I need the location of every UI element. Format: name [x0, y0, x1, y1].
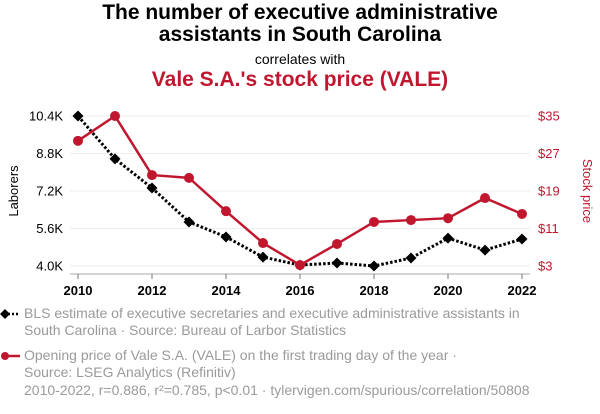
legend-text-line-1: Opening price of Vale S.A. (VALE) on the…: [24, 347, 457, 363]
legend-item-laborers[interactable]: BLS estimate of executive secretaries an…: [0, 305, 564, 339]
y-left-tick-label: 4.0K: [36, 259, 63, 274]
y-left-tick-label: 5.6K: [36, 221, 63, 236]
laborers-point: [479, 244, 491, 256]
correlation-footer: 2010-2022, r=0.886, r²=0.785, p<0.01 · t…: [24, 382, 530, 398]
stock-price-point: [443, 213, 453, 224]
y-right-tick-label: $19: [538, 184, 560, 199]
laborers-point: [183, 216, 195, 228]
series-stock-price: [73, 111, 527, 271]
stock-price-point: [517, 208, 527, 219]
y-left-tick-label: 7.2K: [36, 184, 63, 199]
stock-price-point: [480, 193, 490, 204]
correlates-with-text: correlates with: [254, 51, 346, 67]
x-tick-label: 2010: [64, 283, 93, 298]
series-group: [72, 110, 528, 272]
chart-title: The number of executive administrative a…: [0, 2, 600, 46]
x-tick-label: 2012: [138, 283, 167, 298]
laborers-point: [257, 251, 269, 263]
legend-text-line-1: BLS estimate of executive secretaries an…: [24, 305, 520, 321]
chart-title-secondary: Vale S.A.'s stock price (VALE): [151, 68, 449, 91]
x-tick-label: 2020: [434, 283, 463, 298]
laborers-point: [146, 182, 158, 194]
laborers-point: [72, 110, 84, 122]
y-axis-label-right: Stock price: [580, 159, 595, 223]
stock-price-point: [221, 206, 231, 217]
stock-price-point: [332, 238, 342, 249]
stock-price-point: [295, 260, 305, 271]
grid-lines: [70, 115, 530, 267]
title-line-2: assistants in South Carolina: [158, 23, 442, 46]
stock-price-point: [369, 216, 379, 227]
y-left-tick-label: 10.4K: [29, 109, 63, 124]
x-tick-label: 2018: [360, 283, 389, 298]
title-line-1: The number of executive administrative: [102, 1, 498, 24]
stock-price-point: [184, 172, 194, 183]
y-right-tick-label: $27: [538, 146, 560, 161]
stock-price-point: [110, 111, 120, 121]
stock-price-point: [147, 170, 157, 181]
x-tick-label: 2014: [212, 283, 242, 298]
laborers-point: [405, 252, 417, 264]
legend-text-line-2: Source: LSEG Analytics (Refinitiv): [24, 364, 236, 380]
line-chart: 4.0K 5.6K 7.2K 8.8K 10.4K $3 $11 $19 $27 $35 2010 2…: [6, 109, 595, 299]
y-right-tick-label: $3: [538, 259, 552, 274]
y-axis-label-left: Laborers: [6, 165, 21, 217]
y-left-tick-label: 8.8K: [36, 146, 63, 161]
y-right-tick-label: $35: [538, 109, 560, 124]
y-right-tick-label: $11: [538, 221, 559, 236]
legend-text-line-2: South Carolina · Source: Bureau of Larbo…: [24, 322, 347, 338]
circle-solid-line-icon: [1, 352, 20, 360]
laborers-point: [516, 233, 528, 245]
laborers-point: [442, 232, 454, 244]
x-tick-label: 2022: [508, 283, 537, 298]
legend-item-stock-price[interactable]: Opening price of Vale S.A. (VALE) on the…: [1, 347, 564, 381]
stock-price-point: [258, 238, 268, 249]
laborers-point: [331, 257, 343, 269]
laborers-point: [220, 231, 232, 243]
laborers-point: [109, 153, 121, 165]
stock-price-point: [73, 135, 83, 146]
laborers-point: [368, 260, 380, 272]
diamond-dotted-line-icon: [0, 309, 20, 319]
x-tick-label: 2016: [286, 283, 315, 298]
axes: 4.0K 5.6K 7.2K 8.8K 10.4K $3 $11 $19 $27 $35 2010 2…: [29, 109, 560, 299]
stock-price-point: [406, 215, 416, 226]
